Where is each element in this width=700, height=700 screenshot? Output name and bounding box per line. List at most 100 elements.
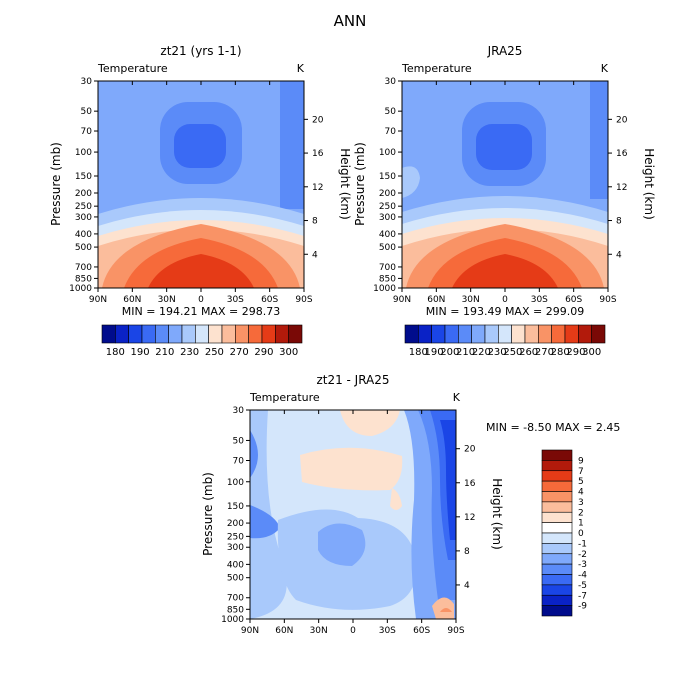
y-tick-label: 50 [81, 107, 93, 117]
contour-band [300, 447, 403, 491]
min-max-stats: MIN = 194.21 MAX = 298.73 [122, 305, 280, 318]
contour-band [440, 420, 456, 540]
colorbar-swatch [541, 449, 573, 461]
y-tick-label: 200 [379, 189, 396, 199]
colorbar-swatch [221, 324, 236, 344]
y-tick-label: 30 [385, 77, 397, 87]
y-tick-label: 500 [227, 574, 244, 584]
colorbar-swatch [524, 324, 539, 344]
figure-title: ANN [334, 12, 367, 30]
colorbar-swatch [471, 324, 486, 344]
colorbar-swatch [541, 543, 573, 555]
x-tick-label: 90S [295, 295, 312, 305]
x-tick-label: 30S [379, 626, 396, 636]
y2-tick-label: 12 [312, 183, 323, 193]
colorbar-swatch [541, 480, 573, 492]
y-tick-label: 200 [75, 189, 92, 199]
contour-band [432, 597, 454, 619]
colorbar-swatch [288, 324, 303, 344]
colorbar-swatch [155, 324, 169, 344]
colorbar-label: 2 [578, 508, 584, 518]
y2-tick-label: 8 [312, 217, 318, 227]
colorbar-swatch [541, 511, 573, 523]
colorbar-swatch [541, 501, 573, 513]
colorbar-label: 270 [535, 347, 554, 358]
colorbar-label: 7 [578, 467, 584, 477]
x-tick-label: 90N [393, 295, 411, 305]
y-tick-label: 400 [75, 230, 92, 240]
colorbar-swatch [541, 470, 573, 482]
y-tick-label: 200 [227, 519, 244, 529]
contour-band [390, 488, 402, 510]
y-tick-label: 150 [227, 502, 244, 512]
panel-variable: Temperature [249, 391, 320, 404]
colorbar-label: 300 [582, 347, 601, 358]
y-tick-label: 250 [227, 532, 244, 542]
panel-diff: zt21 - JRA25 Temperature K 3050701001502… [201, 373, 620, 636]
colorbar-swatch [551, 324, 566, 344]
colorbar-swatch [541, 460, 573, 472]
y-tick-label: 700 [75, 263, 92, 273]
y-tick-label: 30 [233, 406, 245, 416]
colorbar-swatch [168, 324, 183, 344]
colorbar-swatch [101, 324, 116, 344]
x-tick-label: 90S [599, 295, 616, 305]
colorbar-label: 250 [205, 347, 224, 358]
contour-band [318, 523, 366, 566]
colorbar-swatch [418, 324, 432, 344]
y-tick-label: 70 [233, 457, 245, 467]
colorbar-label: 9 [578, 456, 584, 466]
colorbar-label: 180 [409, 347, 428, 358]
y-tick-label: 100 [75, 148, 92, 158]
colorbar-swatch [564, 324, 579, 344]
colorbar-label: 3 [578, 498, 584, 508]
contour-band [440, 608, 452, 612]
y2-axis-label: Height (km) [338, 148, 352, 219]
y-tick-label: 700 [227, 594, 244, 604]
colorbar-label: -1 [578, 539, 587, 549]
y-axis-label: Pressure (mb) [49, 142, 63, 226]
colorbar-swatch [195, 324, 209, 344]
y2-tick-label: 12 [616, 183, 627, 193]
y-tick-label: 300 [227, 543, 244, 553]
y-tick-label: 850 [75, 274, 92, 284]
min-max-stats: MIN = -8.50 MAX = 2.45 [486, 421, 620, 434]
colorbar-swatch [591, 324, 606, 344]
colorbar-swatch [538, 324, 552, 344]
y-tick-label: 50 [385, 107, 397, 117]
y2-tick-label: 16 [616, 149, 628, 159]
colorbar-swatch [181, 324, 196, 344]
x-tick-label: 60N [427, 295, 445, 305]
y-tick-label: 100 [379, 148, 396, 158]
colorbar-label: 270 [230, 347, 249, 358]
colorbar-swatch [208, 324, 223, 344]
colorbar-label: 220 [472, 347, 491, 358]
y-tick-label: 500 [379, 243, 396, 253]
panel-variable: Temperature [401, 62, 472, 75]
y-tick-label: 100 [227, 478, 244, 488]
y-tick-label: 850 [227, 605, 244, 615]
contour-band [250, 430, 258, 478]
y-tick-label: 300 [379, 213, 396, 223]
y2-tick-label: 4 [464, 581, 470, 591]
y2-tick-label: 20 [616, 115, 628, 125]
contour-band [590, 81, 608, 199]
colorbar-swatch [484, 324, 499, 344]
y-tick-label: 150 [75, 172, 92, 182]
y2-tick-label: 4 [616, 250, 622, 260]
y2-tick-label: 12 [464, 513, 475, 523]
colorbar-swatch [248, 324, 263, 344]
x-tick-label: 60N [123, 295, 141, 305]
colorbar-label: -9 [578, 602, 587, 612]
y-tick-label: 700 [379, 263, 396, 273]
y2-tick-label: 16 [464, 479, 476, 489]
y2-tick-label: 20 [312, 115, 324, 125]
colorbar-label: 210 [155, 347, 174, 358]
colorbar-swatch [578, 324, 592, 344]
colorbar-swatch [275, 324, 289, 344]
y-tick-label: 1000 [373, 284, 396, 294]
y-tick-label: 400 [379, 230, 396, 240]
